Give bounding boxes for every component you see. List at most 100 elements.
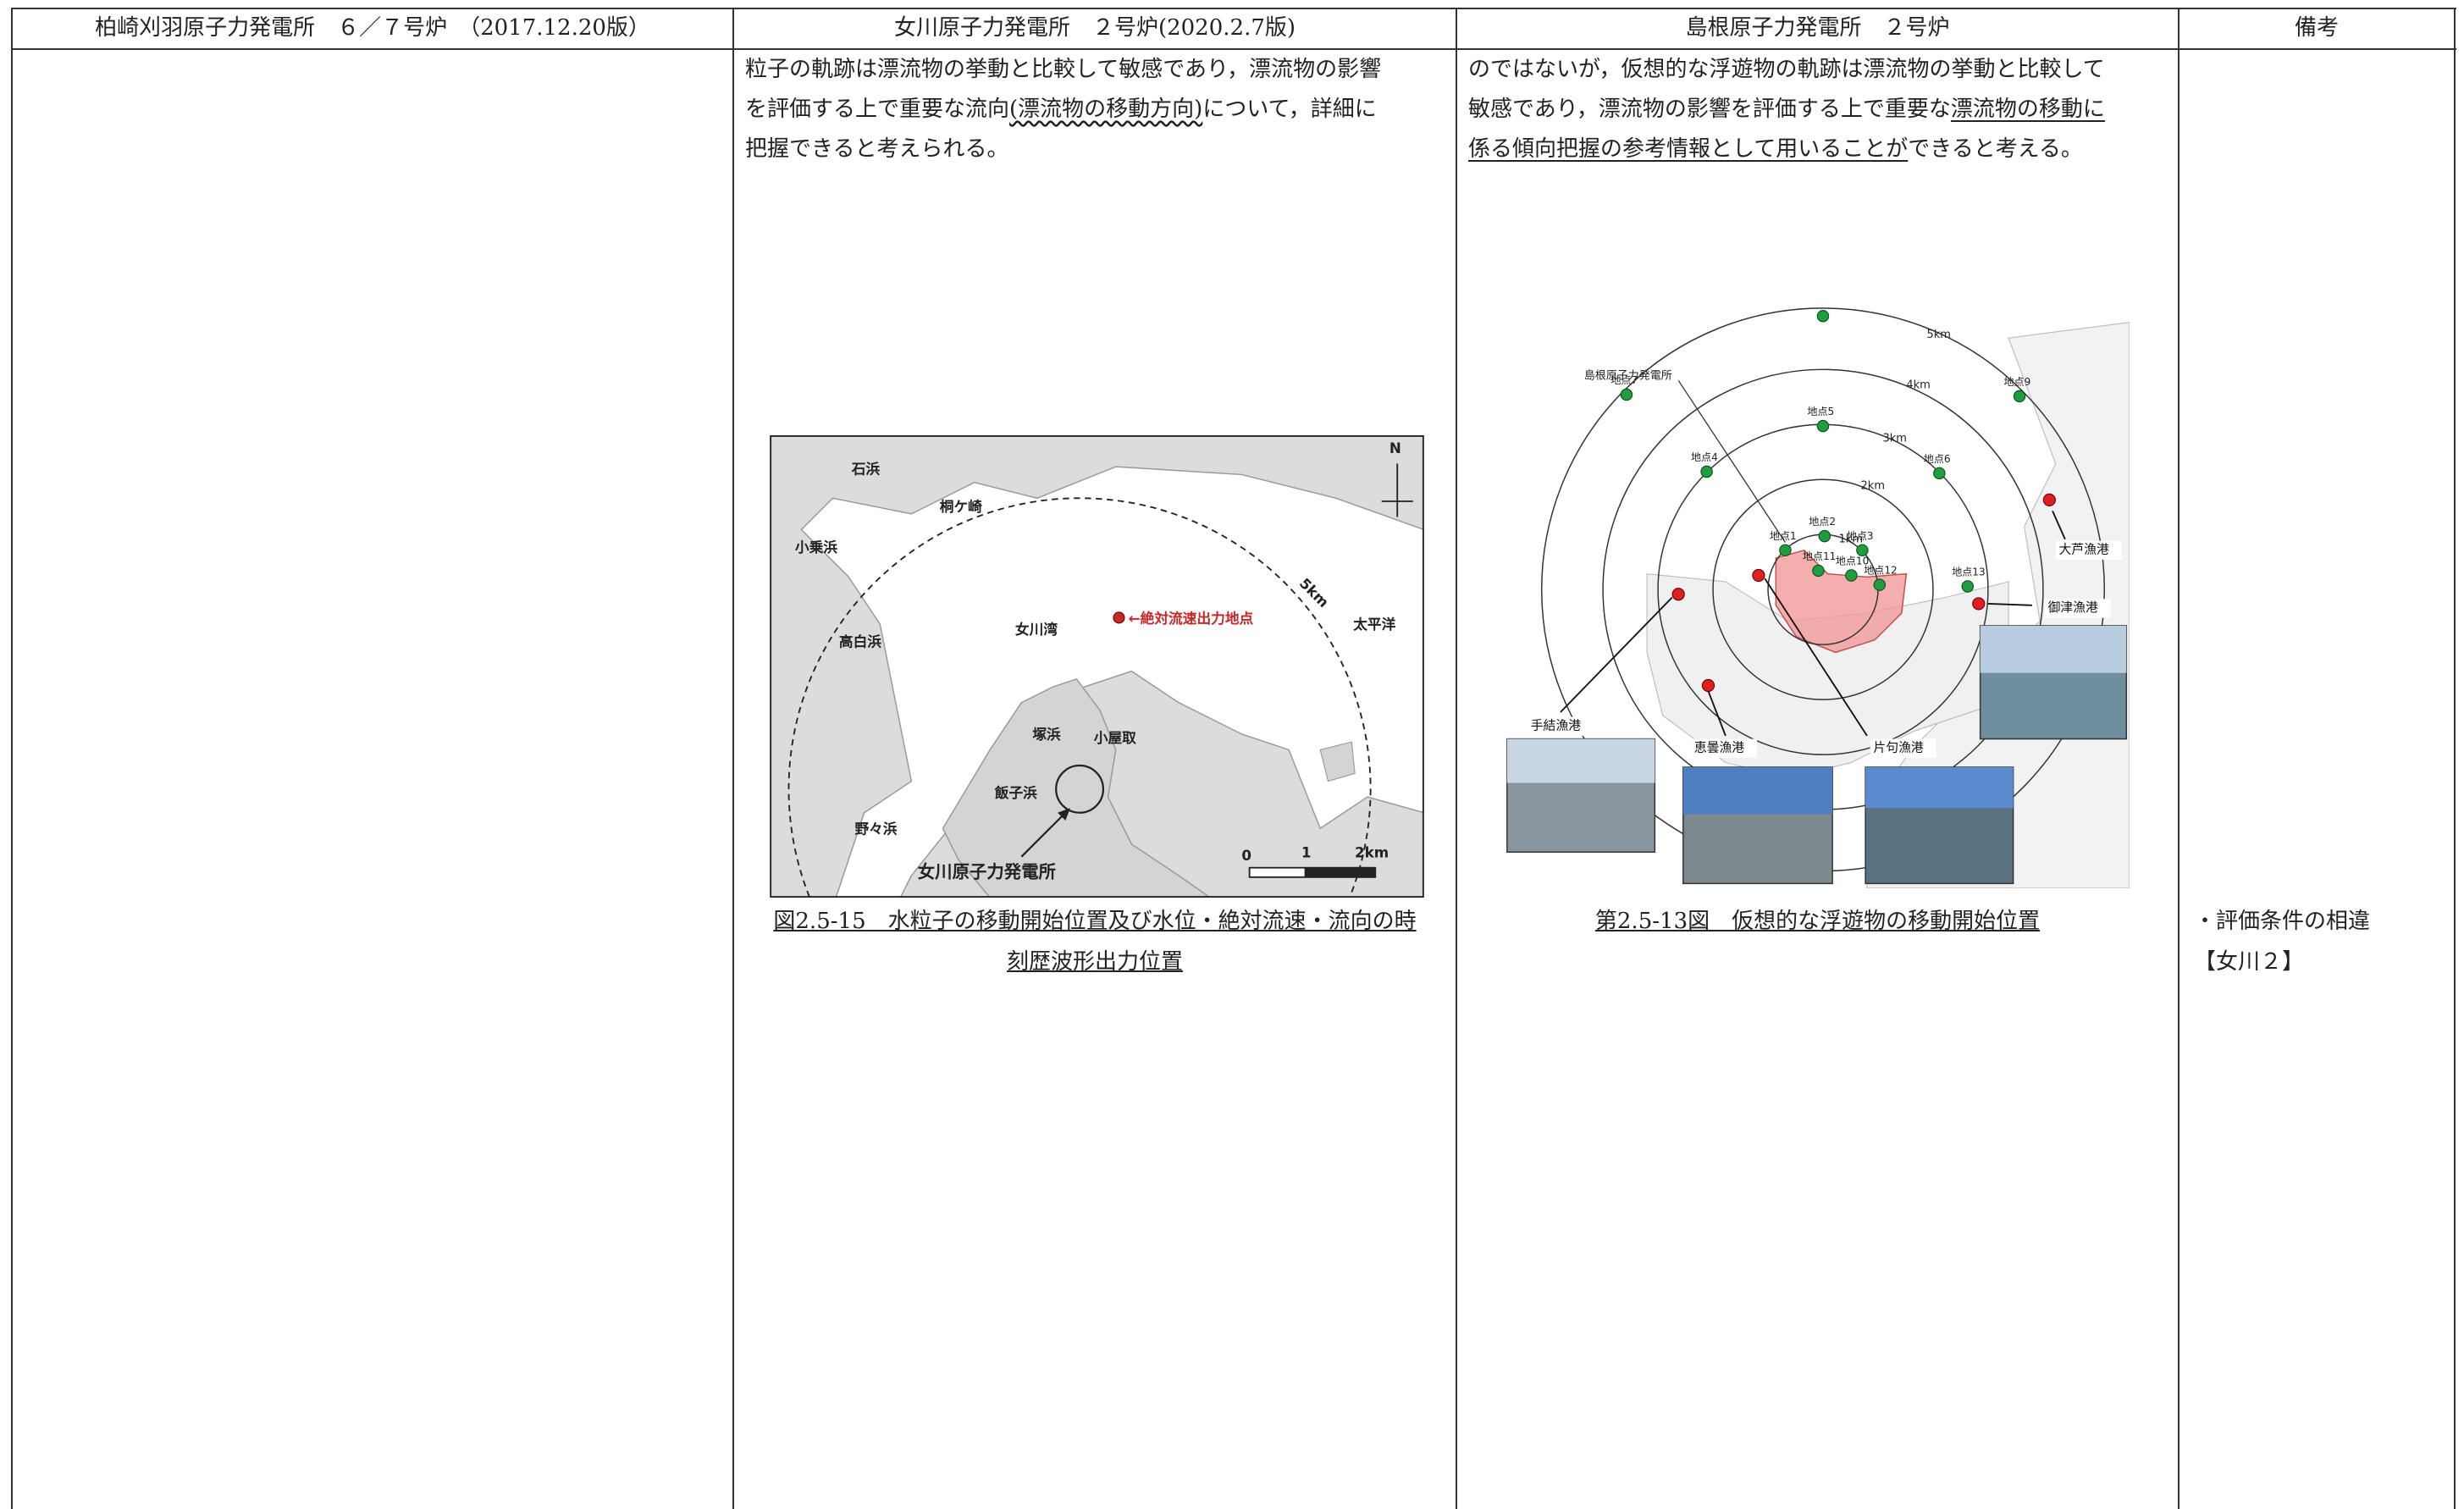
port-marker bbox=[2042, 493, 2056, 507]
point-label: 地点9 bbox=[2003, 376, 2030, 388]
ring-label: 4km bbox=[1906, 379, 1930, 392]
point-label: 地点1 bbox=[1770, 530, 1797, 542]
port-marker bbox=[1701, 678, 1715, 693]
column-header: 女川原子力発電所 ２号炉(2020.2.7版) bbox=[893, 15, 1296, 41]
text-segment: のではないが，仮想的な浮遊物の軌跡は漂流物の挙動と比較して bbox=[1468, 57, 2105, 82]
map-label: 女川原子力発電所 bbox=[918, 861, 1056, 882]
map-label: 石浜 bbox=[851, 460, 881, 477]
border bbox=[2178, 8, 2179, 1509]
port-marker bbox=[1972, 597, 1986, 611]
point-label: 地点7 bbox=[1610, 374, 1638, 386]
text-segment: 把握できると考えられる。 bbox=[745, 136, 1009, 162]
port-label: 御津漁港 bbox=[2047, 600, 2098, 615]
point-marker bbox=[1620, 388, 1633, 401]
caption-line: 第2.5-13図 仮想的な浮遊物の移動開始位置 bbox=[1594, 909, 2041, 934]
label-box bbox=[1870, 738, 1936, 758]
label-box bbox=[2044, 599, 2111, 618]
border bbox=[11, 48, 2456, 50]
caption-line: 刻歴波形出力位置 bbox=[1006, 949, 1183, 975]
port-label: 恵曇漁港 bbox=[1694, 739, 1745, 754]
point-marker bbox=[1961, 580, 1975, 593]
border bbox=[11, 8, 13, 1509]
point-label: 地点10 bbox=[1836, 556, 1869, 567]
point-marker bbox=[1818, 529, 1831, 543]
point-label: 地点3 bbox=[1847, 530, 1874, 542]
point-label: 地点5 bbox=[1807, 406, 1834, 417]
text-segment: を評価する上で重要な流向 bbox=[745, 97, 1010, 122]
figure-caption: 図2.5-15 水粒子の移動開始位置及び水位・絶対流速・流向の時 刻歴波形出力位置 bbox=[734, 901, 1456, 982]
text-line: 粒子の軌跡は漂流物の挙動と比較して敏感であり，漂流物の影響 bbox=[745, 50, 1381, 90]
text-line: を評価する上で重要な流向(漂流物の移動方向)について，詳細に bbox=[745, 90, 1381, 130]
figure-caption: 第2.5-13図 仮想的な浮遊物の移動開始位置 bbox=[1457, 901, 2178, 942]
text-segment: 粒子の軌跡は漂流物の挙動と比較して敏感であり，漂流物の影響 bbox=[745, 57, 1382, 82]
point-marker bbox=[2013, 390, 2026, 403]
paragraph: 粒子の軌跡は漂流物の挙動と比較して敏感であり，漂流物の影響 を評価する上で重要な流… bbox=[745, 50, 1381, 169]
text-line: のではないが，仮想的な浮遊物の軌跡は漂流物の挙動と比較して bbox=[1468, 50, 2105, 90]
map-label: 桐ケ崎 bbox=[940, 498, 982, 515]
remarks: ・評価条件の相違 【女川２】 bbox=[2194, 901, 2370, 982]
label-box bbox=[1527, 716, 1594, 736]
text-segment: 敏感であり，漂流物の影響を評価する上で重要な bbox=[1468, 97, 1951, 122]
point-label: 地点13 bbox=[1952, 567, 1985, 578]
point-marker bbox=[1816, 419, 1830, 433]
label-box bbox=[1691, 738, 1758, 758]
port-label: 手結漁港 bbox=[1531, 717, 1582, 732]
map-label: 高白浜 bbox=[839, 633, 881, 650]
border bbox=[2454, 8, 2456, 1509]
text-line: 把握できると考えられる。 bbox=[745, 130, 1381, 169]
map-label: ←絶対流速出力地点 bbox=[1129, 610, 1254, 627]
column-header: 柏崎刈羽原子力発電所 ６／７号炉 （2017.12.20版） bbox=[95, 15, 650, 41]
ring-label: 1km bbox=[1839, 533, 1863, 546]
port-label: 大芦漁港 bbox=[2058, 542, 2109, 557]
map-label: 飯子浜 bbox=[994, 784, 1037, 801]
plant-label: 島根原子力発電所 bbox=[1584, 369, 1672, 382]
point-label: 地点6 bbox=[1924, 453, 1951, 465]
text-segment: 漂流物の移動に bbox=[1950, 97, 2105, 122]
border bbox=[11, 8, 2456, 9]
caption-line: 図2.5-15 水粒子の移動開始位置及び水位・絶対流速・流向の時 bbox=[773, 909, 1417, 934]
point-marker bbox=[1873, 578, 1887, 591]
border bbox=[732, 8, 734, 1509]
text-segment: できると考える。 bbox=[1908, 136, 2083, 162]
point-label: 地点4 bbox=[1691, 451, 1718, 463]
column-header: 備考 bbox=[2294, 15, 2339, 41]
ring-label: 3km bbox=[1883, 433, 1907, 445]
point-marker bbox=[1816, 309, 1830, 323]
map-label: 2km bbox=[1355, 844, 1389, 861]
point-marker bbox=[1845, 569, 1858, 582]
map-label: N bbox=[1389, 439, 1401, 456]
text-segment: (漂流物の移動方向) bbox=[1009, 97, 1203, 122]
point-marker bbox=[1700, 465, 1713, 478]
text-line: 敏感であり，漂流物の影響を評価する上で重要な漂流物の移動に bbox=[1468, 90, 2105, 130]
map-label: 太平洋 bbox=[1353, 616, 1395, 633]
remark-line: ・評価条件の相違 bbox=[2194, 909, 2371, 934]
text-segment: 係る傾向把握の参考情報として用いることが bbox=[1468, 136, 1909, 162]
ring-label: 2km bbox=[1861, 479, 1885, 492]
map-label: 小乗浜 bbox=[795, 539, 837, 556]
point-marker bbox=[1812, 564, 1825, 578]
point-label: 地点2 bbox=[1809, 516, 1836, 528]
port-marker bbox=[1752, 568, 1765, 583]
port-marker bbox=[1671, 588, 1685, 601]
map-label: 野々浜 bbox=[855, 821, 898, 837]
map-label: 1 bbox=[1301, 844, 1312, 861]
point-label: 地点12 bbox=[1864, 565, 1897, 577]
point-marker bbox=[1933, 467, 1946, 480]
point-marker bbox=[1779, 544, 1792, 557]
ring-label: 5km bbox=[1927, 329, 1951, 341]
range-ring bbox=[1712, 478, 1934, 700]
border bbox=[1456, 8, 1457, 1509]
point-label: 地点11 bbox=[1803, 550, 1836, 562]
text-line: 係る傾向把握の参考情報として用いることができると考える。 bbox=[1468, 130, 2105, 169]
map-label: 女川湾 bbox=[1015, 621, 1058, 638]
map-label: 塚浜 bbox=[1032, 726, 1061, 743]
column-header: 島根原子力発電所 ２号炉 bbox=[1685, 15, 1950, 41]
port-label: 片句漁港 bbox=[1873, 739, 1924, 754]
label-box bbox=[2055, 540, 2122, 560]
map-label: 小屋取 bbox=[1094, 729, 1136, 746]
map-label: 0 bbox=[1241, 847, 1251, 864]
text-segment: について，詳細に bbox=[1202, 97, 1377, 122]
